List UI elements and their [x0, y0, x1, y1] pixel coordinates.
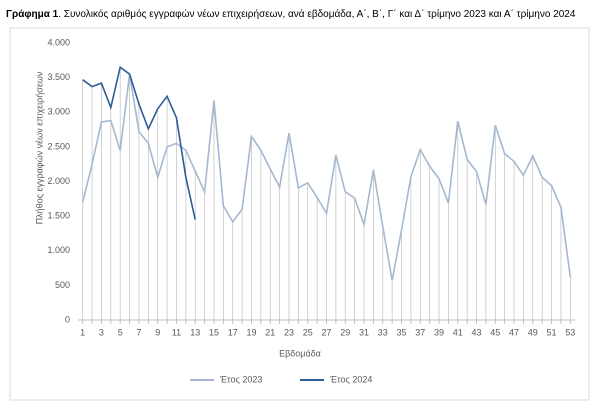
x-tick-label: 53: [565, 327, 575, 337]
y-tick-label: 1.000: [47, 245, 70, 255]
x-axis-label: Εβδομάδα: [279, 348, 321, 358]
x-tick-label: 49: [528, 327, 538, 337]
x-tick-label: 19: [246, 327, 256, 337]
x-tick-label: 29: [340, 327, 350, 337]
y-tick-label: 3.500: [47, 72, 70, 82]
y-axis-label: Πλήθος εγγραφών νέων επιχειρήσεων: [34, 71, 44, 224]
title-text: . Συνολικός αριθμός εγγραφών νέων επιχει…: [58, 8, 576, 20]
x-tick-label: 9: [155, 327, 160, 337]
x-tick-label: 25: [303, 327, 313, 337]
x-tick-label: 5: [118, 327, 123, 337]
series-line: [81, 74, 572, 281]
x-tick-label: 41: [453, 327, 463, 337]
x-tick-label: 51: [547, 327, 557, 337]
y-tick-label: 3.000: [47, 107, 70, 117]
chart-frame: [9, 27, 590, 401]
y-tick-label: 500: [55, 280, 70, 290]
x-tick-label: 13: [190, 327, 200, 337]
x-tick-label: 11: [172, 327, 181, 337]
x-tick-label: 43: [472, 327, 482, 337]
x-tick-label: 31: [359, 327, 369, 337]
legend-label: Έτος 2023: [219, 374, 262, 384]
x-tick-label: 39: [434, 327, 444, 337]
x-tick-label: 33: [378, 327, 388, 337]
x-tick-label: 45: [490, 327, 500, 337]
legend-label: Έτος 2024: [329, 374, 372, 384]
x-tick-label: 15: [209, 327, 219, 337]
chart-title: Γράφημα 1. Συνολικός αριθμός εγγραφών νέ…: [6, 8, 576, 20]
x-tick-label: 37: [415, 327, 425, 337]
x-tick-label: 3: [99, 327, 104, 337]
series-line: [82, 65, 197, 220]
x-tick-label: 35: [397, 327, 407, 337]
x-tick-label: 1: [80, 327, 85, 337]
x-tick-label: 47: [509, 327, 519, 337]
y-tick-label: 2.000: [47, 176, 70, 186]
y-tick-label: 0: [65, 314, 70, 324]
y-tick-label: 2.500: [47, 141, 70, 151]
x-tick-label: 21: [265, 327, 275, 337]
caption-label: Γράφημα 1: [6, 9, 59, 20]
x-tick-label: 27: [321, 327, 331, 337]
x-tick-label: 23: [284, 327, 294, 337]
x-tick-label: 17: [228, 327, 238, 337]
y-tick-label: 4.000: [47, 37, 70, 47]
x-tick-label: 7: [136, 327, 141, 337]
y-tick-label: 1.500: [47, 211, 70, 221]
